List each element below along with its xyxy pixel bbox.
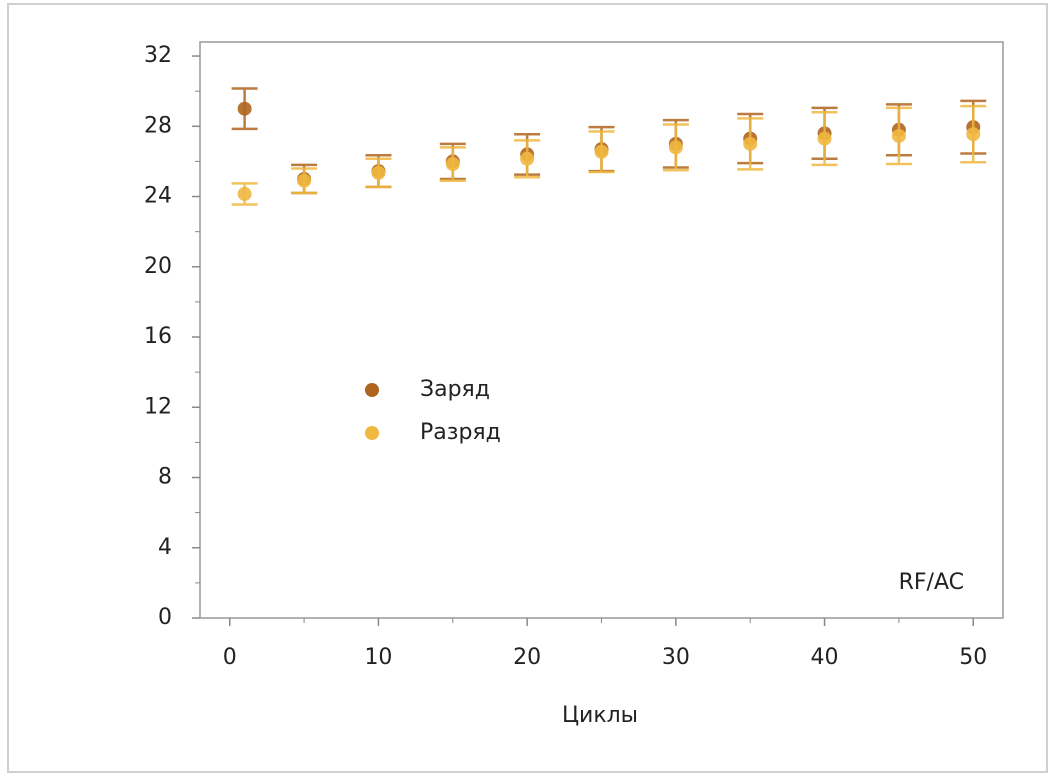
data-point (743, 136, 758, 151)
y-tick-label: 0 (158, 605, 172, 630)
y-tick-label: 8 (158, 465, 172, 490)
y-tick-label: 4 (158, 535, 172, 560)
x-tick-label: 50 (959, 645, 987, 670)
x-tick-label: 40 (811, 645, 839, 670)
data-point (966, 127, 981, 142)
data-point (668, 140, 683, 155)
y-tick-label: 32 (144, 43, 172, 68)
data-point (594, 144, 609, 159)
x-tick-label: 20 (513, 645, 541, 670)
annotation: RF/AC (899, 570, 964, 595)
data-point (237, 101, 252, 116)
data-point (817, 131, 832, 146)
y-tick-label: 20 (144, 254, 172, 279)
y-tick-label: 24 (144, 184, 172, 209)
x-tick-label: 10 (364, 645, 392, 670)
legend-label: Разряд (420, 420, 501, 445)
y-tick-label: 28 (144, 113, 172, 138)
x-axis-label: Циклы (562, 703, 638, 728)
data-point (237, 186, 252, 201)
data-point (445, 157, 460, 172)
legend-marker (365, 426, 379, 440)
data-point (371, 165, 386, 180)
legend-label: Заряд (420, 377, 490, 402)
y-tick-label: 16 (144, 324, 172, 349)
x-tick-label: 30 (662, 645, 690, 670)
data-point (520, 151, 535, 166)
data-point (297, 173, 312, 188)
x-tick-label: 0 (223, 645, 237, 670)
legend-marker (365, 383, 379, 397)
chart-border (7, 3, 1048, 773)
y-tick-label: 12 (144, 394, 172, 419)
data-point (891, 128, 906, 143)
